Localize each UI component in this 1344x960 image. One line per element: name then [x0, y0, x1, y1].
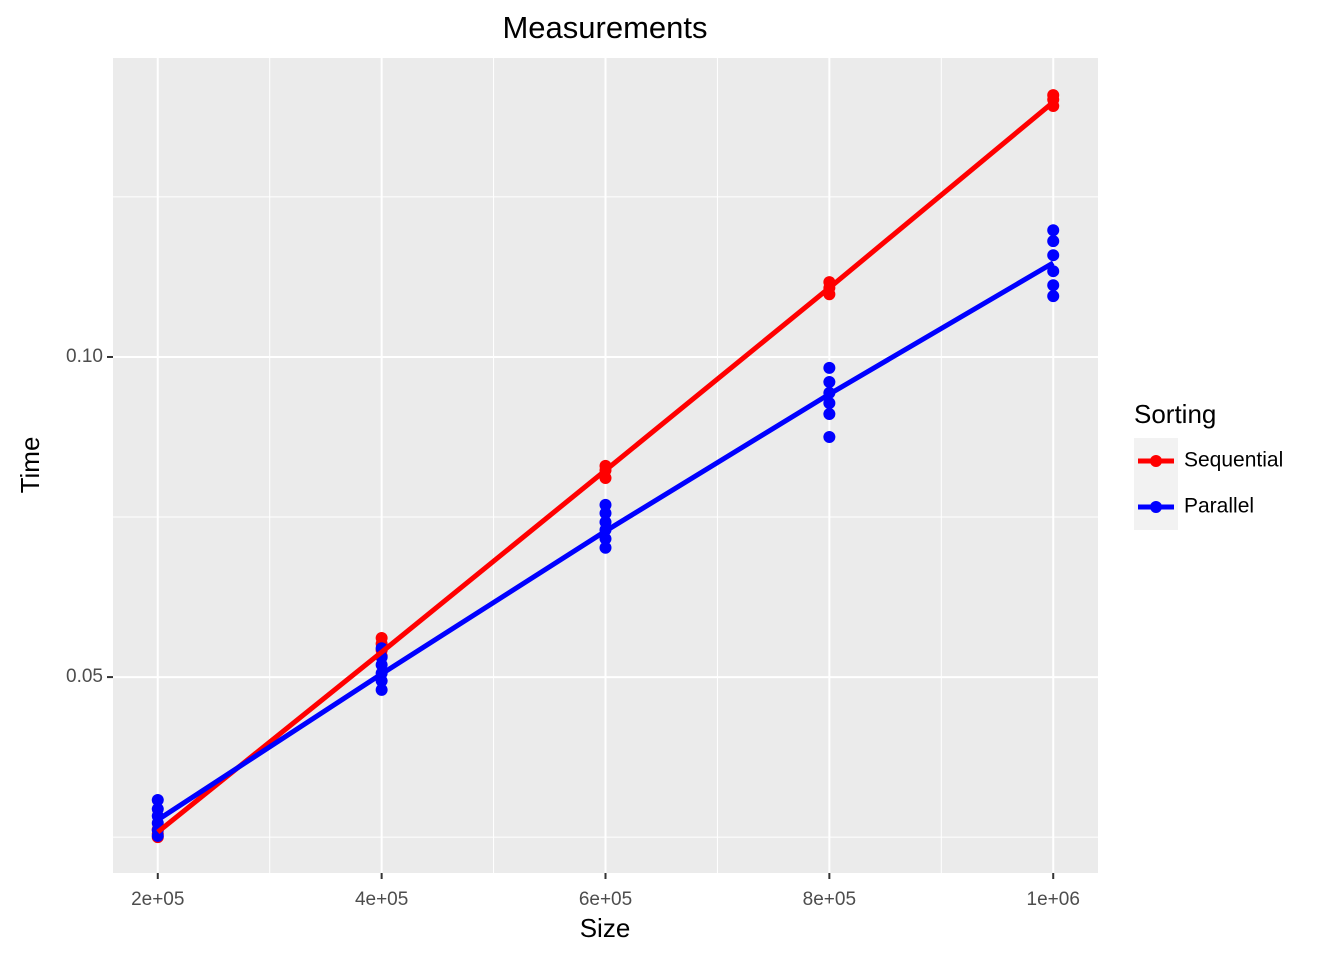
- marks: [151, 89, 1060, 844]
- point: [1047, 265, 1060, 278]
- x-tick-label: 4e+05: [355, 889, 408, 910]
- y-tick-label: 0.10: [66, 346, 103, 367]
- chart-title: Measurements: [502, 10, 707, 45]
- legend-title: Sorting: [1134, 399, 1216, 429]
- point: [1047, 279, 1060, 292]
- x-tick-label: 2e+05: [131, 889, 184, 910]
- y-axis-title: Time: [15, 437, 45, 494]
- y-tick-label: 0.05: [66, 666, 103, 687]
- legend-label: Sequential: [1184, 449, 1283, 472]
- x-tick-label: 6e+05: [579, 889, 632, 910]
- point: [151, 829, 164, 842]
- x-tick-label: 8e+05: [803, 889, 856, 910]
- point: [1047, 224, 1060, 237]
- legend-label: Parallel: [1184, 495, 1254, 518]
- series-line: [156, 100, 1055, 834]
- point: [823, 407, 836, 420]
- point: [823, 375, 836, 388]
- point: [375, 683, 388, 696]
- point: [599, 541, 612, 554]
- legend-point: [1150, 455, 1162, 467]
- point: [1047, 249, 1060, 262]
- point: [1047, 290, 1060, 303]
- point: [823, 397, 836, 410]
- x-tick-label: 1e+06: [1027, 889, 1080, 910]
- point: [151, 794, 164, 807]
- series-line: [156, 260, 1055, 822]
- legend: Sequential Parallel: [1134, 438, 1283, 530]
- point: [823, 431, 836, 444]
- point: [1047, 235, 1060, 248]
- point: [599, 507, 612, 520]
- point: [599, 498, 612, 511]
- point: [823, 361, 836, 374]
- x-axis-title: Size: [580, 913, 631, 943]
- point: [375, 658, 388, 671]
- legend-point: [1150, 501, 1162, 513]
